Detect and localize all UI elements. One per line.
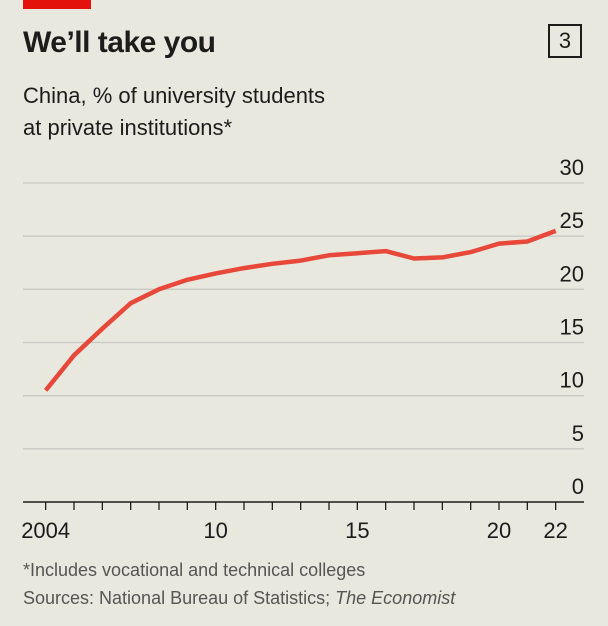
y-tick-label-5: 5	[572, 421, 584, 446]
chart-subtitle: China, % of university students at priva…	[23, 80, 325, 144]
subtitle-line-1: China, % of university students	[23, 83, 326, 108]
source-publication: The Economist	[335, 588, 456, 608]
x-axis	[23, 501, 584, 510]
x-tick-label-20: 20	[487, 518, 511, 543]
y-tick-label-20: 20	[560, 261, 584, 286]
chart-title: We’ll take you	[23, 26, 216, 59]
y-tick-label-10: 10	[560, 368, 584, 393]
y-tick-label-30: 30	[560, 155, 584, 180]
x-tick-label-10: 10	[203, 518, 227, 543]
y-axis-tick-labels: 0 5 10 15 20 25 30	[560, 155, 584, 499]
y-tick-label-0: 0	[572, 474, 584, 499]
brand-accent-bar	[23, 0, 91, 9]
y-tick-label-15: 15	[560, 315, 584, 340]
source-prefix: Sources: National Bureau of Statistics;	[23, 588, 336, 608]
y-tick-label-25: 25	[560, 208, 584, 233]
x-tick-label-15: 15	[345, 518, 369, 543]
subtitle-line-2: at private institutions*	[23, 115, 233, 140]
footnote: *Includes vocational and technical colle…	[23, 560, 366, 580]
chart-number-badge: 3	[548, 24, 582, 58]
series-line-0	[43, 228, 557, 392]
x-axis-tick-labels: 2004 10 15 20 22	[21, 518, 568, 543]
source-note: Sources: National Bureau of Statistics; …	[23, 588, 455, 609]
gridlines	[23, 182, 584, 450]
series-layer	[43, 228, 557, 392]
x-tick-label-22: 22	[543, 518, 567, 543]
x-tick-label-2004: 2004	[21, 518, 70, 543]
